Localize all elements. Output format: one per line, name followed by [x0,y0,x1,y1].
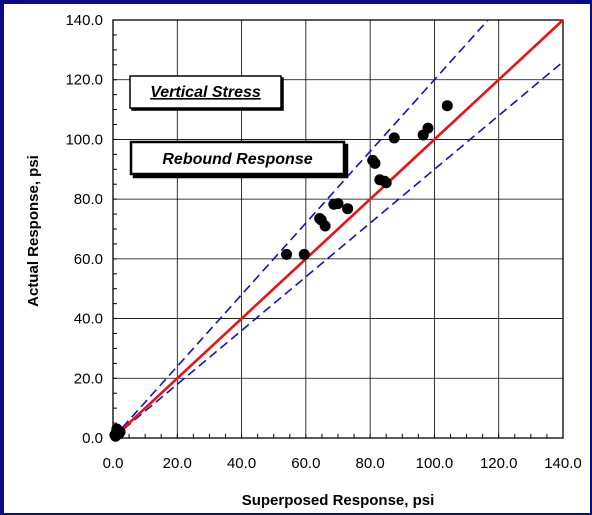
data-point [380,177,392,189]
y-tick-labels: 0.0 20.0 40.0 60.0 80.0 100.0 120.0 140.0 [65,12,103,447]
y-tick-label: 140.0 [65,12,103,29]
data-point [332,198,344,210]
x-tick-labels: 0.0 20.0 40.0 60.0 80.0 100.0 120.0 140.0 [103,455,582,472]
y-tick-label: 80.0 [74,191,103,208]
bound-line-2 [112,61,564,439]
data-point [111,423,123,435]
data-point [441,100,453,112]
y-axis-label: Actual Response, psi [25,155,42,307]
data-point [342,203,354,215]
data-point [369,157,381,169]
data-point [298,248,310,260]
x-tick-label: 140.0 [544,455,582,472]
y-tick-label: 20.0 [74,370,103,387]
annotation-rebound-response: Rebound Response [129,140,346,176]
plot-area [112,19,564,439]
y-tick-label: 40.0 [74,311,103,328]
y-tick-label: 0.0 [82,430,103,447]
x-tick-label: 0.0 [103,455,124,472]
y-tick-label: 120.0 [65,72,103,89]
equality-line-path [112,19,564,439]
data-point [281,248,293,260]
y-tick-label: 100.0 [65,131,103,148]
annotation-vertical-stress: Vertical Stress [129,75,282,109]
x-tick-label: 100.0 [416,455,454,472]
bound-lines [112,19,564,439]
data-point [319,220,331,232]
data-point [422,122,434,134]
x-tick-label: 60.0 [291,455,320,472]
x-axis-label: Superposed Response, psi [242,492,435,509]
annotation-rebound-response-text: Rebound Response [162,151,312,168]
y-tick-label: 60.0 [74,251,103,268]
data-point [388,132,400,144]
equality-line [112,19,564,439]
data-points [109,100,453,442]
x-tick-label: 80.0 [356,455,385,472]
x-tick-label: 20.0 [163,455,192,472]
bound-line-1 [112,19,489,439]
x-tick-label: 40.0 [227,455,256,472]
x-tick-label: 120.0 [480,455,518,472]
annotation-vertical-stress-text: Vertical Stress [150,84,261,101]
